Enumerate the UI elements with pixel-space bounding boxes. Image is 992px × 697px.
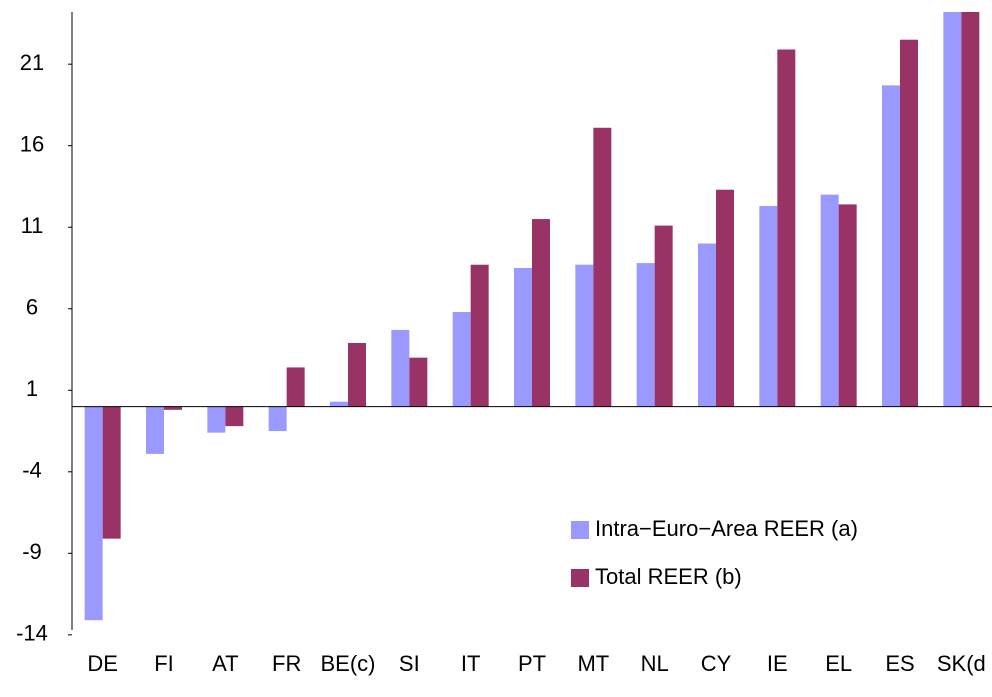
bar xyxy=(882,85,900,407)
bar xyxy=(820,194,839,407)
bar xyxy=(409,357,428,407)
x-tick-label: MT xyxy=(577,651,609,676)
bar xyxy=(514,267,532,407)
x-tick-label: NL xyxy=(641,651,669,676)
y-tick-label: 1 xyxy=(26,376,38,401)
bar xyxy=(84,406,103,621)
legend-label: Intra−Euro−Area REER (a) xyxy=(595,516,858,541)
bar xyxy=(900,39,918,407)
bar xyxy=(777,49,796,407)
x-tick-label: EL xyxy=(825,651,852,676)
bar xyxy=(838,204,857,407)
y-tick-label: 11 xyxy=(21,213,44,238)
bar xyxy=(759,206,778,407)
x-tick-label: AT xyxy=(212,651,238,676)
y-tick-label: 16 xyxy=(20,132,44,157)
x-tick-label: FR xyxy=(272,651,301,676)
y-tick-label: -14 xyxy=(16,621,48,646)
bar xyxy=(452,312,471,407)
bar xyxy=(164,406,182,410)
bar xyxy=(532,219,550,407)
bar xyxy=(593,127,612,407)
legend-label: Total REER (b) xyxy=(595,564,742,589)
x-tick-label: IT xyxy=(461,651,481,676)
bar xyxy=(330,401,348,407)
x-tick-label: IE xyxy=(767,651,788,676)
bar xyxy=(654,225,673,407)
bar xyxy=(348,342,366,407)
x-tick-label: SK(d xyxy=(937,651,986,676)
bar xyxy=(575,264,594,407)
x-tick-label: PT xyxy=(518,651,546,676)
x-tick-label: ES xyxy=(885,651,914,676)
x-tick-label: BE(c) xyxy=(321,651,376,676)
bar xyxy=(961,12,980,407)
bar xyxy=(146,406,164,454)
bar xyxy=(102,406,121,539)
x-tick-label: SI xyxy=(399,651,420,676)
y-tick-label: 6 xyxy=(26,295,38,320)
y-tick-label: 21 xyxy=(20,50,44,75)
bar xyxy=(943,12,962,407)
bar xyxy=(716,189,734,407)
bar xyxy=(636,263,655,407)
y-tick-label: -4 xyxy=(22,458,42,483)
bar xyxy=(698,243,716,407)
x-tick-label: DE xyxy=(87,651,118,676)
legend-swatch xyxy=(571,569,589,587)
bar xyxy=(207,406,226,433)
y-tick-label: -9 xyxy=(22,539,42,564)
bar xyxy=(391,329,410,407)
bar xyxy=(470,264,489,407)
bar xyxy=(268,406,287,432)
x-tick-label: FI xyxy=(154,651,174,676)
x-tick-label: CY xyxy=(701,651,732,676)
legend-swatch xyxy=(571,521,589,539)
bar xyxy=(286,367,305,407)
bar xyxy=(225,406,244,427)
